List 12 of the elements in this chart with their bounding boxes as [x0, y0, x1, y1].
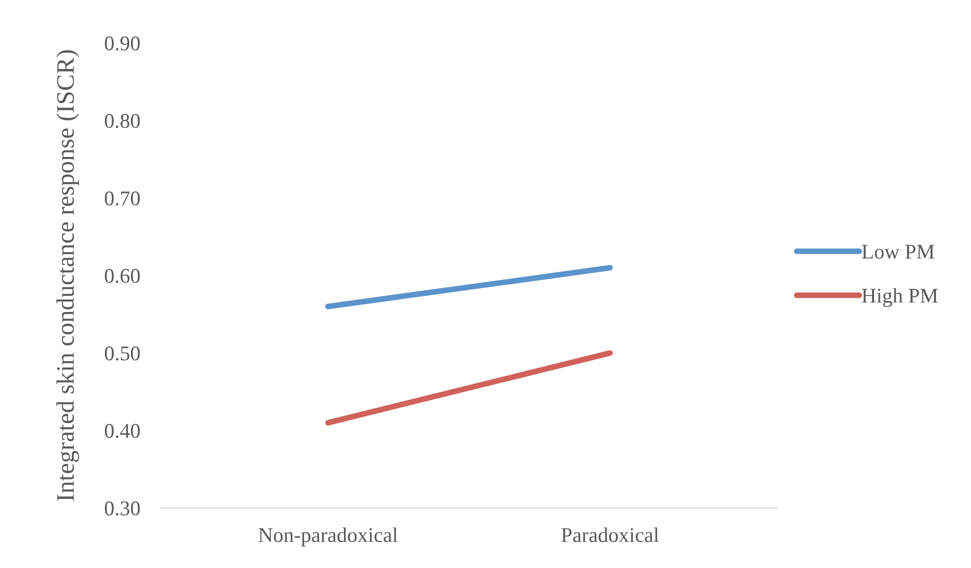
y-tick-label: 0.60	[104, 268, 140, 284]
x-tick-label: Non-paradoxical	[258, 527, 398, 546]
y-tick-label: 0.40	[104, 424, 140, 438]
y-tick-label: 0.80	[104, 114, 140, 128]
legend-label: Low PM	[862, 244, 934, 259]
y-axis-title: Integrated skin conductance response (ISCR)	[56, 50, 80, 501]
y-tick-label: 0.30	[104, 501, 140, 516]
y-tick-label: 0.90	[104, 36, 140, 51]
legend-label: High PM	[862, 288, 938, 308]
x-tick-label: Paradoxical	[561, 527, 659, 542]
y-tick-label: 0.70	[104, 191, 140, 206]
y-tick-label: 0.50	[104, 346, 140, 361]
